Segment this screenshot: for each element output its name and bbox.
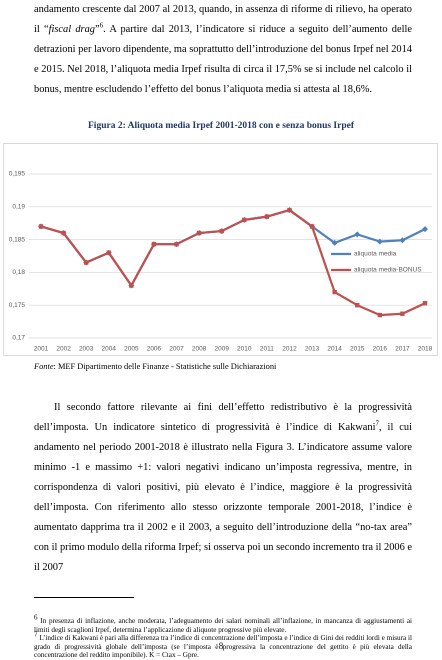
x-tick-label: 2002 — [56, 346, 71, 353]
chart-frame: 0,17 0,175 0,18 0,185 0,19 0,195 2001 2002 2003 2… — [3, 143, 438, 356]
marker — [355, 303, 360, 308]
marker — [83, 260, 89, 265]
marker — [219, 228, 224, 234]
marker — [38, 224, 44, 229]
text: andamento crescente dal 2007 al 2013, qu… — [34, 4, 412, 35]
marker — [309, 224, 315, 229]
marker — [242, 217, 247, 223]
x-tick-label: 2017 — [395, 346, 410, 353]
x-tick-label: 2005 — [124, 346, 139, 353]
series-line — [40, 208, 426, 288]
marker — [331, 239, 338, 246]
chart: 0,17 0,175 0,18 0,185 0,19 0,195 2001 2002 2003 2… — [9, 171, 433, 353]
x-tick-label: 2001 — [34, 346, 49, 353]
marker — [129, 283, 134, 288]
source: Fonte: MEF Dipartimento delle Finanze - … — [34, 362, 276, 371]
marker — [196, 230, 202, 236]
footnote: 6 In presenza di inflazione, anche moder… — [34, 613, 413, 634]
x-tick-label: 2014 — [327, 346, 342, 353]
marker — [264, 214, 270, 219]
legend-label: aliquota media-BONUS — [354, 267, 422, 274]
marker — [377, 312, 383, 318]
text: Il secondo fattore rilevante ai fini del… — [34, 402, 412, 433]
paragraph: andamento crescente dal 2007 al 2013, qu… — [34, 0, 412, 100]
x-tick-label: 2010 — [237, 346, 252, 353]
y-tick-label: 0,195 — [9, 171, 26, 178]
text: ” — [94, 24, 100, 35]
x-tick-label: 2013 — [305, 346, 320, 353]
italic-text: fiscal drag — [48, 24, 95, 35]
marker — [400, 311, 405, 316]
y-tick-label: 0,19 — [12, 204, 25, 211]
footnote-marker: 6 — [34, 613, 38, 622]
text: . A partire dal 2013, l’indicatore si ri… — [34, 24, 412, 95]
y-tick-label: 0,17 — [12, 335, 25, 342]
x-tick-label: 2008 — [192, 346, 207, 353]
footnote-ref: 6 — [99, 21, 104, 30]
marker — [376, 238, 383, 245]
y-tick-label: 0,18 — [12, 269, 25, 276]
marker — [174, 241, 179, 247]
x-tick-label: 2006 — [147, 346, 162, 353]
legend-label: aliquota media — [354, 251, 397, 258]
x-tick-label: 2015 — [350, 346, 365, 353]
marker — [332, 289, 337, 295]
x-tick-label: 2011 — [260, 346, 274, 353]
text: : MEF Dipartimento delle Finanze - Stati… — [53, 362, 277, 371]
italic-text: Fonte — [34, 362, 54, 371]
y-tick-label: 0,185 — [9, 236, 26, 243]
y-tick-label: 0,175 — [9, 302, 26, 309]
x-tick-label: 2012 — [282, 346, 297, 353]
marker — [61, 230, 66, 236]
figure-title: Figura 2: Aliquota media Irpef 2001-2018… — [88, 121, 354, 131]
marker — [422, 226, 428, 233]
x-tick-label: 2007 — [169, 346, 184, 353]
paragraph: Il secondo fattore rilevante ai fini del… — [34, 398, 412, 578]
footnote-text: In presenza di inflazione, anche moderat… — [34, 617, 413, 634]
text: , il cui andamento nel periodo 2001-2018… — [34, 422, 413, 573]
marker — [106, 250, 111, 255]
marker — [151, 241, 157, 247]
x-tick-label: 2003 — [79, 346, 94, 353]
x-tick-label: 2018 — [418, 346, 433, 353]
x-tick-label: 2016 — [373, 346, 388, 353]
footnote-marker: 7 — [34, 630, 38, 639]
marker — [399, 237, 406, 244]
footnote-rule — [34, 597, 134, 598]
marker — [354, 231, 361, 238]
series-line — [40, 208, 426, 317]
x-tick-label: 2004 — [102, 346, 117, 353]
x-tick-label: 2009 — [214, 346, 229, 353]
footnote-ref: 7 — [375, 419, 379, 428]
marker — [422, 301, 428, 306]
page-number: 8 — [218, 641, 224, 651]
marker — [287, 207, 292, 213]
